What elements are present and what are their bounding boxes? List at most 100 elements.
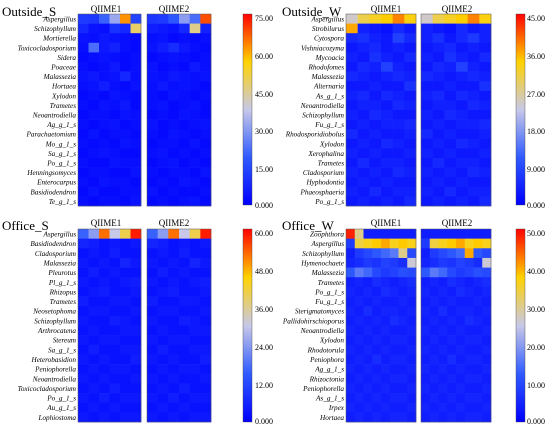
heatmap-cell — [398, 373, 408, 384]
heatmap-cell — [200, 100, 212, 111]
heatmap-cell — [372, 267, 382, 278]
row-label: Trametes — [318, 159, 345, 167]
heatmap-cell — [381, 393, 391, 403]
heatmap-cell — [109, 23, 121, 34]
heatmap-cell — [456, 286, 466, 297]
heatmap-cell — [78, 167, 89, 178]
heatmap-cell — [456, 100, 468, 111]
heatmap-cell — [147, 81, 158, 92]
heatmap-cell — [369, 81, 382, 92]
heatmap-cell — [447, 412, 457, 423]
heatmap-cell — [147, 277, 158, 288]
heatmap-cell — [421, 119, 433, 130]
heatmap-cell — [421, 81, 433, 92]
heatmap-cell — [421, 373, 431, 384]
heatmap-cell — [189, 354, 201, 365]
row-label: Trametes — [50, 298, 77, 306]
heatmap-cell — [369, 23, 382, 34]
heatmap-cell — [389, 325, 399, 336]
heatmap-cell — [407, 286, 417, 297]
heatmap-cell — [432, 52, 445, 63]
heatmap-cell — [421, 364, 431, 375]
heatmap-cell — [130, 306, 142, 317]
heatmap-cell — [130, 90, 142, 101]
heatmap-cell — [189, 148, 201, 159]
row-label: Malassezia — [311, 73, 345, 81]
heatmap-cell — [168, 119, 180, 130]
heatmap-cell — [99, 158, 110, 168]
row-label: Alternaria — [313, 83, 344, 91]
heatmap-cell — [346, 402, 356, 413]
heatmap-cell — [88, 42, 100, 53]
heatmap-cell — [464, 257, 474, 268]
heatmap-cell — [479, 52, 492, 63]
heatmap-cell — [130, 412, 142, 423]
heatmap-cell — [479, 138, 492, 149]
heatmap-cell — [109, 402, 121, 413]
panel-outside-w: Outside_W QIIME1 QIIME2 Aspergillus Strob… — [282, 4, 545, 210]
heatmap-cell — [372, 315, 382, 326]
heatmap-cell — [398, 354, 408, 365]
heatmap-cell — [398, 286, 408, 297]
heatmap-cell — [130, 402, 142, 413]
heatmap-cell — [78, 100, 89, 111]
heatmap-cell — [179, 177, 190, 188]
heatmap-cell — [147, 52, 158, 63]
heatmap-cell — [482, 306, 492, 317]
heatmap-cell — [398, 229, 408, 239]
colorbar-tick: 75.00 — [255, 14, 273, 23]
heatmap-cell — [464, 412, 474, 423]
heatmap-cell — [381, 100, 393, 111]
heatmap-cell — [147, 14, 158, 24]
heatmap-cell — [88, 138, 100, 149]
heatmap-cell — [120, 167, 131, 178]
heatmap-cell — [363, 238, 373, 249]
heatmap-cell — [200, 277, 212, 288]
row-label: Vishniacozyma — [301, 44, 344, 52]
heatmap-cell — [346, 71, 358, 82]
heatmap-cell — [357, 110, 370, 120]
heatmap-cell — [381, 158, 393, 168]
heatmap-cell — [404, 23, 417, 34]
colorbar-tick: 36.00 — [527, 52, 545, 61]
heatmap-cell — [157, 286, 169, 297]
heatmap-cell — [421, 90, 433, 101]
heatmap-cell — [421, 129, 433, 140]
heatmap-cell — [99, 14, 110, 24]
heatmap-cell — [389, 335, 399, 346]
heatmap-cell — [432, 90, 445, 101]
heatmap-cell — [482, 248, 492, 259]
heatmap-cell — [392, 110, 405, 120]
row-label: Sa_g_1_s — [48, 346, 76, 354]
row-label: Ag_g_1_s — [314, 366, 344, 374]
heatmap-cell — [179, 62, 190, 72]
heatmap-cell — [392, 23, 405, 34]
heatmap-cell — [473, 248, 483, 259]
heatmap-cell — [147, 257, 158, 268]
heatmap-cell — [109, 167, 121, 178]
heatmap-cell — [464, 364, 474, 375]
panel-office-s: Office_S QIIME1 QIIME2 AspergillusBasidi… — [2, 218, 273, 426]
heatmap-cell — [168, 383, 180, 394]
heatmap-cell — [404, 14, 417, 24]
heatmap-cell — [369, 90, 382, 101]
heatmap-cell — [467, 62, 480, 72]
heatmap-cell — [363, 296, 373, 307]
heatmap-cell — [168, 286, 180, 297]
heatmap-cell — [392, 177, 405, 188]
heatmap-cell — [109, 315, 121, 326]
heatmap-cell — [363, 354, 373, 365]
heatmap-cell — [200, 42, 212, 53]
heatmap-cell — [99, 393, 110, 403]
row-label: As_g_1_s — [315, 395, 344, 403]
heatmap-cell — [369, 33, 382, 44]
heatmap-cell — [179, 158, 190, 168]
heatmap-cell — [421, 138, 433, 149]
heatmap-cell — [389, 412, 399, 423]
heatmap-cell — [179, 148, 190, 159]
heatmap-cell — [357, 62, 370, 72]
heatmap-cell — [354, 229, 364, 239]
heatmap-cell — [200, 238, 212, 249]
heatmap-cell — [372, 306, 382, 317]
heatmap-cell — [78, 325, 89, 336]
